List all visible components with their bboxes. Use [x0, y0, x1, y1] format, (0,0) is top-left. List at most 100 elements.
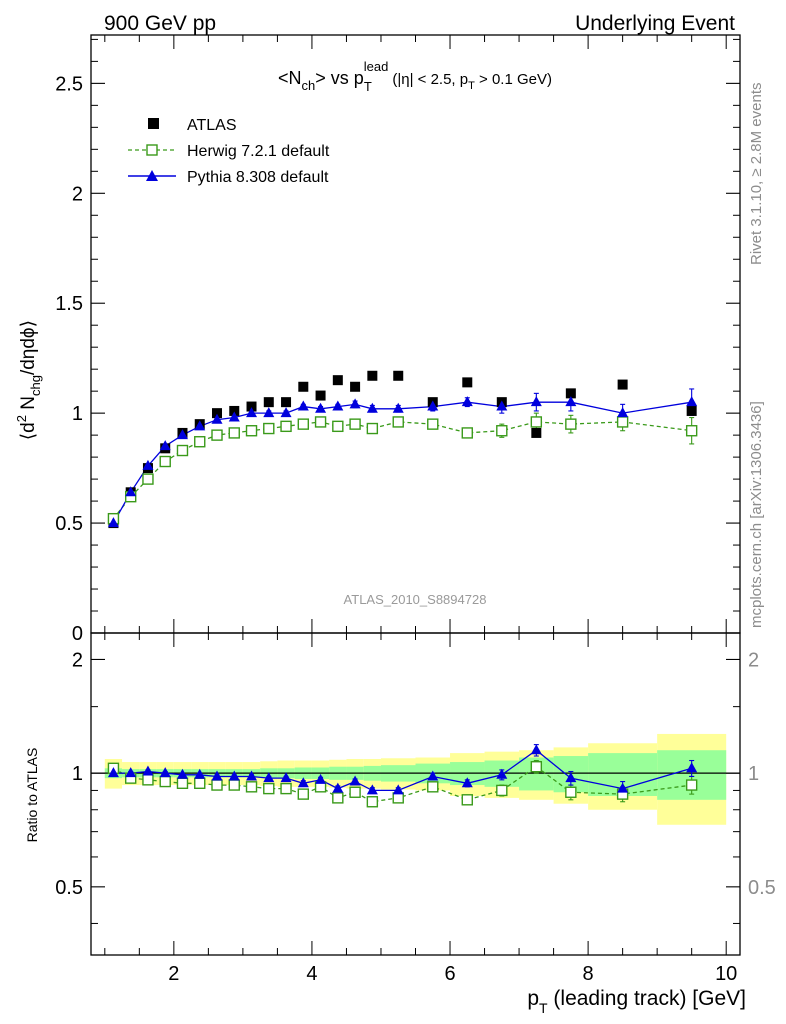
- main-plot-marks: [107, 370, 698, 529]
- atlas-data-point: [229, 405, 240, 416]
- herwig-ratio-point: [565, 786, 577, 798]
- atlas-data-point: [531, 427, 542, 438]
- pythia-data-point: [142, 459, 154, 470]
- pythia-ratio-point: [107, 767, 119, 778]
- header-right: Underlying Event: [575, 12, 735, 35]
- plot-title: <Nch> vs pTlead(|η| < 2.5, pT > 0.1 GeV): [278, 59, 552, 94]
- ratio-y-axis-title: Ratio to ATLAS: [24, 748, 40, 843]
- herwig-ratio-point: [228, 779, 240, 791]
- herwig-ratio-point: [142, 774, 154, 786]
- herwig-data-point: [176, 444, 189, 457]
- atlas-data-point: [617, 379, 628, 390]
- pythia-data-point: [315, 402, 327, 413]
- herwig-data-point: [461, 427, 473, 439]
- herwig-ratio-point: [685, 779, 698, 791]
- pythia-ratio-point: [263, 772, 275, 783]
- pythia-ratio-point: [211, 770, 223, 781]
- herwig-ratio-point: [332, 792, 344, 804]
- ratio-y-tick-label-right: 0.5: [748, 877, 776, 899]
- herwig-ratio-point: [366, 796, 379, 808]
- pythia-data-point: [392, 402, 404, 413]
- atlas-data-point: [315, 390, 326, 401]
- pythia-ratio-point: [280, 772, 292, 783]
- main-y-tick-label: 1: [72, 403, 83, 425]
- herwig-data-point: [297, 418, 310, 430]
- ratio-y-tick-label-right: 1: [748, 763, 759, 785]
- x-tick-label: 8: [583, 963, 594, 985]
- pythia-data-point: [159, 440, 171, 451]
- herwig-data-point: [392, 416, 404, 428]
- pythia-ratio-point: [125, 767, 137, 778]
- pythia-data-point: [107, 517, 119, 528]
- x-tick-label: 6: [444, 963, 455, 985]
- ratio-y-tick-label: 2: [72, 649, 83, 671]
- herwig-ratio-point: [263, 782, 275, 795]
- herwig-ratio-point: [159, 775, 171, 788]
- pythia-ratio-point: [246, 770, 258, 781]
- pythia-ratio-point: [228, 770, 240, 781]
- main-y-tick-label: 2.5: [55, 73, 83, 95]
- main-y-tick-label: 0.5: [55, 513, 83, 535]
- atlas-data-point: [393, 370, 404, 381]
- main-y-axis-title: ⟨d2 Nchg/dηdϕ⟩: [14, 320, 43, 440]
- analysis-tag: ATLAS_2010_S8894728: [344, 592, 487, 607]
- pythia-data-point: [194, 420, 206, 431]
- herwig-ratio-point: [176, 777, 189, 789]
- herwig-data-point: [496, 425, 508, 437]
- pythia-ratio-point: [194, 768, 206, 779]
- pythia-data-point: [496, 400, 508, 411]
- herwig-data-point: [263, 422, 275, 435]
- herwig-data-point: [211, 429, 223, 441]
- pythia-ratio-point: [142, 765, 154, 776]
- main-y-tick-label: 2: [72, 183, 83, 205]
- pythia-ratio-point: [565, 772, 577, 783]
- main-y-tick-label: 1.5: [55, 293, 83, 315]
- legend-pythia-marker: [146, 170, 158, 181]
- pythia-ratio-point: [297, 777, 309, 788]
- herwig-ratio-point: [280, 782, 292, 795]
- x-axis-title: pT (leading track) [GeV]: [527, 987, 746, 1016]
- pythia-data-point: [686, 396, 698, 407]
- legend-atlas-marker: [148, 118, 159, 129]
- pythia-ratio-point: [617, 782, 629, 793]
- ratio-y-tick-label-right: 2: [748, 649, 759, 671]
- herwig-data-point: [314, 416, 327, 428]
- herwig-ratio-point: [530, 761, 543, 773]
- herwig-ratio-point: [496, 784, 508, 797]
- herwig-ratio-line: [113, 765, 692, 803]
- main-y-axis: 0 0.5 1 1.5 2 2.5: [55, 35, 740, 645]
- rivet-version-text: Rivet 3.1.10, ≥ 2.8M events: [748, 83, 765, 266]
- pythia-ratio-point: [686, 762, 698, 773]
- pythia-data-point: [176, 429, 188, 440]
- pythia-data-point: [349, 398, 361, 409]
- ratio-plot-background: [91, 733, 740, 825]
- atlas-data-point: [350, 381, 361, 392]
- main-y-tick-label: 0: [72, 623, 83, 645]
- atlas-data-point: [246, 401, 257, 412]
- atlas-data-point: [462, 377, 473, 388]
- pythia-data-point: [246, 407, 258, 418]
- atlas-data-point: [281, 397, 292, 408]
- pythia-data-point: [211, 413, 223, 424]
- atlas-data-point: [686, 405, 697, 416]
- herwig-data-point: [280, 420, 292, 433]
- ratio-plot-marks: [107, 744, 698, 808]
- ratio-axes: 0.5 0.5 1 1 2 2 2 4 6 8 10: [55, 633, 776, 985]
- mcplots-credit-text: mcplots.cern.ch [arXiv:1306.3436]: [748, 401, 765, 628]
- pythia-data-point: [332, 400, 344, 411]
- herwig-data-point: [685, 425, 698, 437]
- herwig-ratio-point: [194, 777, 206, 789]
- x-tick-label: 10: [715, 963, 737, 985]
- header-left: 900 GeV pp: [104, 12, 216, 35]
- herwig-data-point: [366, 422, 379, 435]
- herwig-data-point: [332, 420, 344, 433]
- pythia-data-point: [565, 396, 577, 407]
- pythia-data-point: [366, 402, 378, 413]
- herwig-data-point: [159, 455, 171, 468]
- x-tick-label: 4: [306, 963, 317, 985]
- pythia-ratio-point: [159, 767, 171, 778]
- legend-pythia-label: Pythia 8.308 default: [187, 169, 329, 186]
- herwig-ratio-point: [245, 781, 258, 793]
- herwig-ratio-point: [297, 788, 310, 800]
